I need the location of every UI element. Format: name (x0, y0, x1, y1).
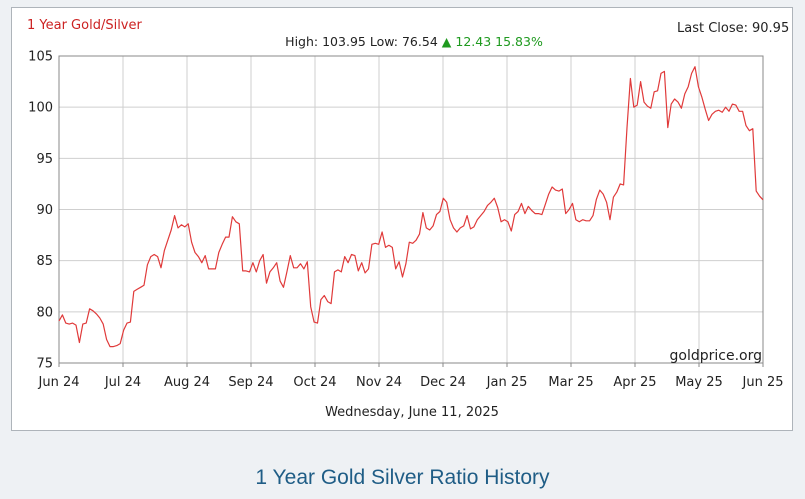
y-tick-label: 95 (36, 152, 53, 167)
x-tick-label: Aug 24 (164, 375, 210, 390)
y-tick-label: 100 (28, 101, 53, 116)
x-tick-label: Nov 24 (356, 375, 402, 390)
low-label: Low: (370, 34, 398, 49)
last-close-label: Last Close: (677, 21, 748, 36)
chart-caption: 1 Year Gold Silver Ratio History (255, 466, 550, 489)
x-tick-label: Oct 24 (293, 375, 336, 390)
change-value: 12.43 (455, 34, 491, 49)
y-tick-label: 75 (36, 357, 53, 372)
low-value: 76.54 (402, 34, 438, 49)
grid (58, 55, 764, 364)
up-arrow-icon: ▲ (442, 34, 452, 49)
x-tick-label: Jan 25 (486, 375, 528, 390)
watermark: goldprice.org (670, 348, 762, 364)
y-tick-label: 105 (28, 50, 53, 65)
stats-line: High: 103.95 Low: 76.54 ▲ 12.43 15.83% (285, 34, 543, 49)
x-tick-label: Jun 24 (38, 375, 80, 390)
date-label: Wednesday, June 11, 2025 (325, 405, 499, 420)
plot-frame (58, 55, 764, 364)
y-tick-label: 85 (36, 254, 53, 269)
x-axis-ticks: Jun 24 Jul 24 Aug 24 Sep 24 Oct 24 Nov 24 Dec … (38, 363, 784, 390)
x-tick-label: Dec 24 (420, 375, 466, 390)
high-value: 103.95 (322, 34, 366, 49)
high-label: High: (285, 34, 318, 49)
chart-card: 1 Year Gold/Silver Last Close: 90.95 Hig… (11, 7, 793, 431)
ratio-line-series (58, 66, 764, 348)
y-tick-label: 90 (36, 203, 53, 218)
x-tick-label: Jun 25 (742, 375, 784, 390)
x-tick-label: Mar 25 (548, 375, 593, 390)
y-axis-ticks: 75 80 85 90 95 100 105 (28, 50, 53, 372)
x-tick-label: May 25 (675, 375, 723, 390)
chart-title: 1 Year Gold/Silver (27, 18, 142, 33)
gold-silver-ratio-chart: 1 Year Gold/Silver Last Close: 90.95 Hig… (27, 18, 789, 420)
y-tick-label: 80 (36, 305, 53, 320)
x-tick-label: Sep 24 (228, 375, 273, 390)
x-tick-label: Jul 24 (104, 375, 141, 390)
series-layer (58, 66, 764, 348)
last-close-value: 90.95 (752, 21, 789, 36)
x-tick-label: Apr 25 (613, 375, 656, 390)
change-percent: 15.83% (495, 34, 543, 49)
